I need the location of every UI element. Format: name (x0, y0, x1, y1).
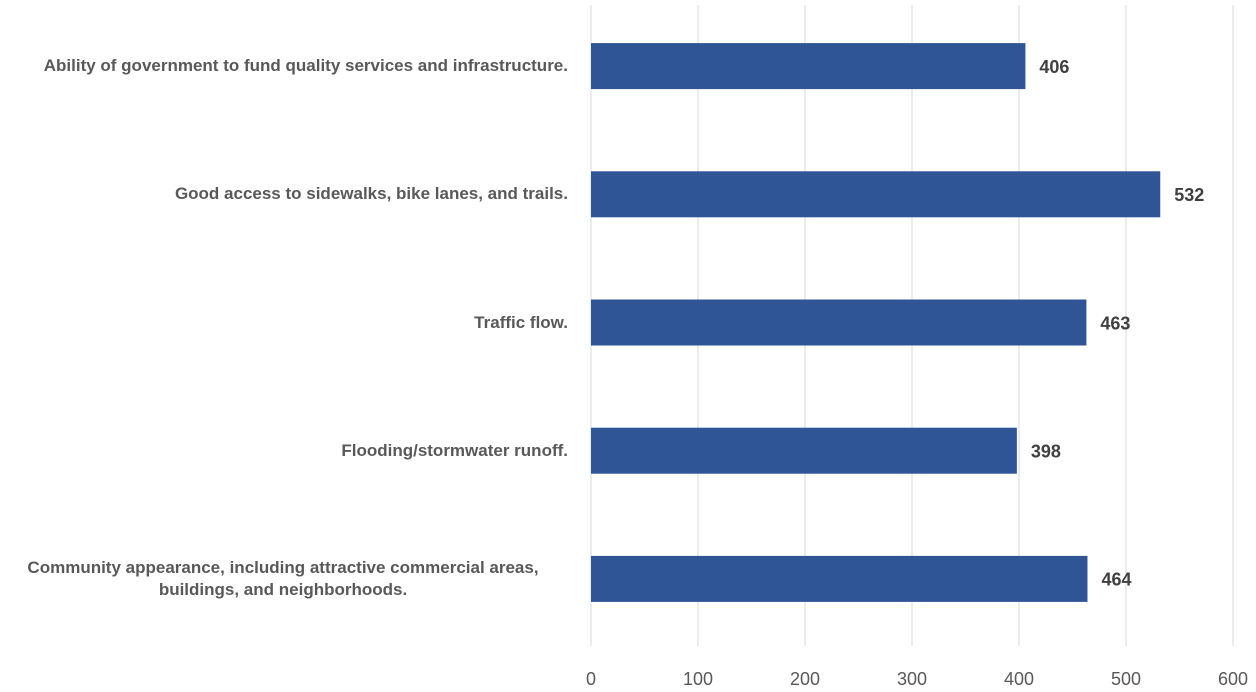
data-label: 532 (1174, 185, 1204, 205)
x-tick-label: 500 (1111, 669, 1141, 689)
bar (591, 299, 1087, 346)
y-tick-label: Ability of government to fund quality se… (43, 56, 568, 76)
y-tick-label: Community appearance, including attracti… (27, 557, 539, 599)
y-tick-label: Good access to sidewalks, bike lanes, an… (174, 184, 568, 204)
x-tick-label: 0 (586, 669, 596, 689)
x-tick-label: 100 (683, 669, 713, 689)
y-tick-label-box: Flooding/stormwater runoff. (0, 440, 568, 462)
y-tick-label: Traffic flow. (474, 312, 568, 332)
x-tick-label: 600 (1218, 669, 1248, 689)
bar (591, 427, 1017, 474)
y-tick-label-box: Community appearance, including attracti… (0, 557, 568, 601)
data-label: 406 (1039, 57, 1069, 77)
x-tick-label: 300 (897, 669, 927, 689)
bar (591, 43, 1026, 90)
y-tick-label-box: Ability of government to fund quality se… (0, 55, 568, 77)
data-label: 463 (1100, 313, 1130, 333)
bar (591, 555, 1088, 602)
data-label: 464 (1101, 570, 1131, 590)
x-tick-label: 200 (790, 669, 820, 689)
y-tick-label: Flooding/stormwater runoff. (341, 440, 568, 460)
bar (591, 171, 1161, 218)
y-tick-label-box: Traffic flow. (0, 312, 568, 334)
x-tick-label: 400 (1004, 669, 1034, 689)
data-label: 398 (1031, 441, 1061, 461)
y-tick-label-box: Good access to sidewalks, bike lanes, an… (0, 183, 568, 205)
